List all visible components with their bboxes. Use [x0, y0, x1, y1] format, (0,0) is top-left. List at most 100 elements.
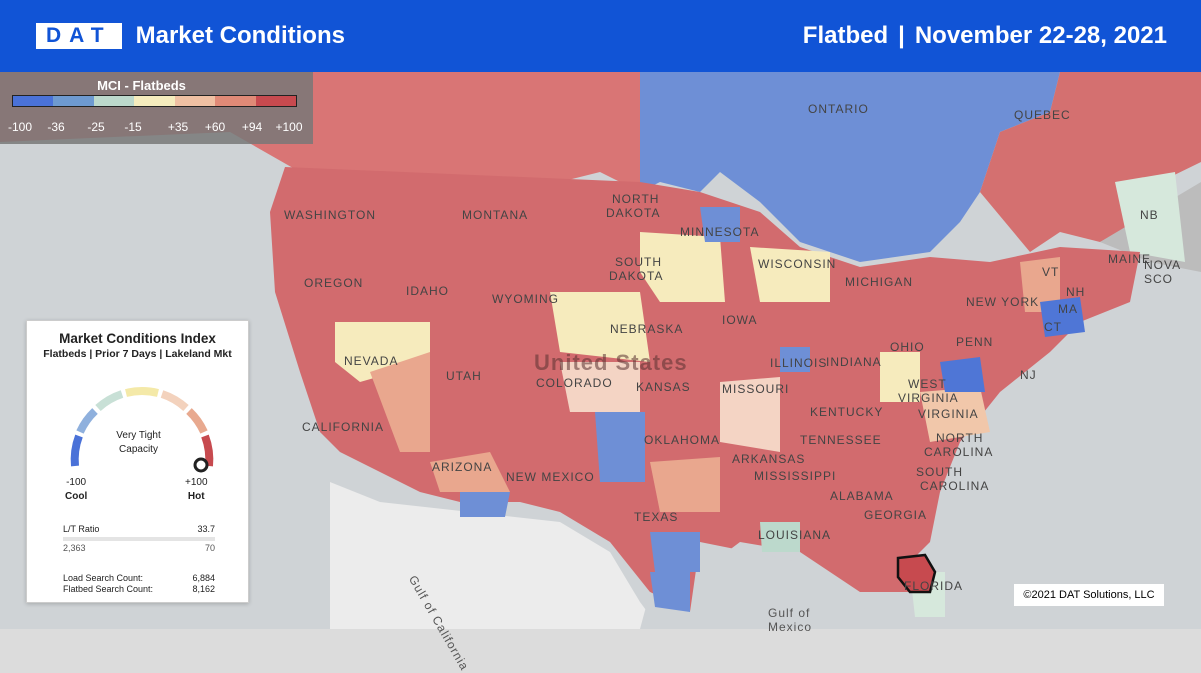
region-maryland	[940, 357, 985, 392]
region-south-dakota	[640, 232, 725, 302]
equipment-type: Flatbed	[802, 22, 889, 49]
label-penn: PENN	[956, 335, 994, 349]
legend-swatch	[174, 96, 216, 106]
label-north-carolina-2: CAROLINA	[924, 445, 994, 459]
gauge-segment	[160, 390, 189, 412]
label-gulf-of-mexico-2: Mexico	[768, 620, 813, 634]
lakeland-market-highlight	[896, 553, 937, 594]
region-texas-east	[650, 457, 720, 512]
label-quebec: QUEBEC	[1014, 108, 1071, 122]
gauge-needle	[193, 457, 209, 473]
label-illinois: ILLINOIS	[770, 356, 828, 370]
gauge-segment	[76, 408, 98, 434]
date-range: November 22-28, 2021	[914, 22, 1167, 49]
region-ontario-quebec	[640, 72, 1060, 262]
label-tennessee: TENNESSEE	[800, 433, 882, 447]
region-virginia	[920, 387, 990, 442]
legend-swatch	[13, 96, 54, 106]
label-oregon: OREGON	[304, 276, 364, 290]
card-title: Market Conditions Index	[59, 331, 216, 346]
label-north-dakota-2: DAKOTA	[606, 206, 661, 220]
label-south-carolina-2: CAROLINA	[920, 479, 990, 493]
legend-label: +60	[204, 120, 226, 134]
gauge-status: Very Tight Capacity	[27, 429, 250, 457]
region-louisiana	[760, 522, 800, 552]
lt-ratio-row: L/T Ratio 33.7	[63, 524, 215, 534]
status-line-2: Capacity	[119, 444, 158, 455]
label-nova-scotia: NOVA SCO	[1144, 258, 1181, 286]
label-north-carolina-1: NORTH	[936, 431, 984, 445]
label-mississippi: MISSISSIPPI	[754, 469, 837, 483]
label-nb: NB	[1140, 208, 1159, 222]
label-south-carolina-1: SOUTH	[916, 465, 963, 479]
label-new-mexico: NEW MEXICO	[506, 470, 595, 484]
gauge-min: -100 Cool	[65, 477, 87, 502]
label-vt: VT	[1042, 265, 1060, 279]
label-idaho: IDAHO	[406, 284, 450, 298]
region-nevada-south	[370, 352, 430, 452]
header-separator: |	[898, 22, 905, 49]
legend-label: -25	[87, 120, 105, 134]
label-wyoming: WYOMING	[492, 292, 559, 306]
region-minnesota	[700, 207, 740, 242]
legend-swatch	[93, 96, 135, 106]
mci-legend: MCI - Flatbeds -100 -36 -25 -15 +35 +60 …	[0, 72, 313, 144]
label-ontario: ONTARIO	[808, 102, 869, 116]
legend-label: -100	[7, 120, 33, 134]
label-gulf-of-mexico-1: Gulf of	[768, 606, 811, 620]
label-iowa: IOWA	[722, 313, 758, 327]
legend-swatch	[255, 96, 296, 106]
legend-label: +35	[167, 120, 189, 134]
label-indiana: INDIANA	[826, 355, 882, 369]
region-illinois-south	[780, 347, 810, 372]
load-search-row: Load Search Count: 6,884	[63, 573, 215, 583]
gauge-min-value: -100	[66, 477, 87, 488]
label-west-virginia-1: WEST	[908, 377, 947, 391]
label-arkansas: ARKANSAS	[732, 452, 806, 466]
label-montana: MONTANA	[462, 208, 529, 222]
region-arizona-border	[460, 492, 510, 517]
gauge-segment	[70, 434, 83, 467]
legend-color-scale	[12, 95, 297, 107]
label-washington: WASHINGTON	[284, 208, 377, 222]
region-mexico	[330, 482, 660, 629]
region-new-mexico-east	[595, 412, 645, 482]
label-michigan: MICHIGAN	[845, 275, 913, 289]
market-map[interactable]	[0, 72, 1201, 629]
label-nevada: NEVADA	[344, 354, 399, 368]
legend-label: +94	[241, 120, 263, 134]
label-virginia: VIRGINIA	[918, 407, 979, 421]
header-title: Market Conditions	[135, 22, 345, 49]
legend-label: +100	[275, 120, 303, 134]
label-kentucky: KENTUCKY	[810, 405, 884, 419]
label-nh: NH	[1066, 285, 1086, 299]
mci-gauge	[70, 387, 214, 473]
legend-swatch	[215, 96, 256, 106]
region-colorado-east	[560, 362, 640, 412]
flatbed-search-label: Flatbed Search Count:	[63, 584, 154, 594]
label-missouri: MISSOURI	[722, 382, 790, 396]
region-wisconsin	[750, 247, 830, 302]
lt-ratio-label: L/T Ratio	[63, 524, 100, 534]
label-south-dakota-1: SOUTH	[615, 255, 662, 269]
legend-title: MCI - Flatbeds	[97, 78, 186, 93]
gauge-max-label: Hot	[187, 491, 205, 502]
lt-ratio-bar	[63, 537, 215, 541]
label-ma: MA	[1058, 302, 1078, 316]
label-nj: NJ	[1020, 368, 1037, 382]
label-oklahoma: OKLAHOMA	[644, 433, 721, 447]
gauge-max-value: +100	[185, 477, 208, 488]
copyright: ©2021 DAT Solutions, LLC	[1014, 584, 1164, 606]
label-united-states: United States	[534, 350, 688, 375]
label-maine: MAINE	[1108, 252, 1152, 266]
status-line-1: Very Tight	[116, 430, 161, 441]
lt-ratio-value: 33.7	[197, 524, 215, 534]
header-meta: Flatbed | November 22-28, 2021	[803, 22, 1167, 50]
region-vermont	[1020, 257, 1060, 312]
region-ohio	[880, 352, 920, 402]
label-south-dakota-2: DAKOTA	[609, 269, 664, 283]
card-subtitle: Flatbeds | Prior 7 Days | Lakeland Mkt	[43, 348, 232, 360]
region-new-brunswick	[1115, 172, 1185, 262]
flatbed-search-value: 8,162	[192, 584, 215, 594]
label-florida: FLORIDA	[904, 579, 964, 593]
